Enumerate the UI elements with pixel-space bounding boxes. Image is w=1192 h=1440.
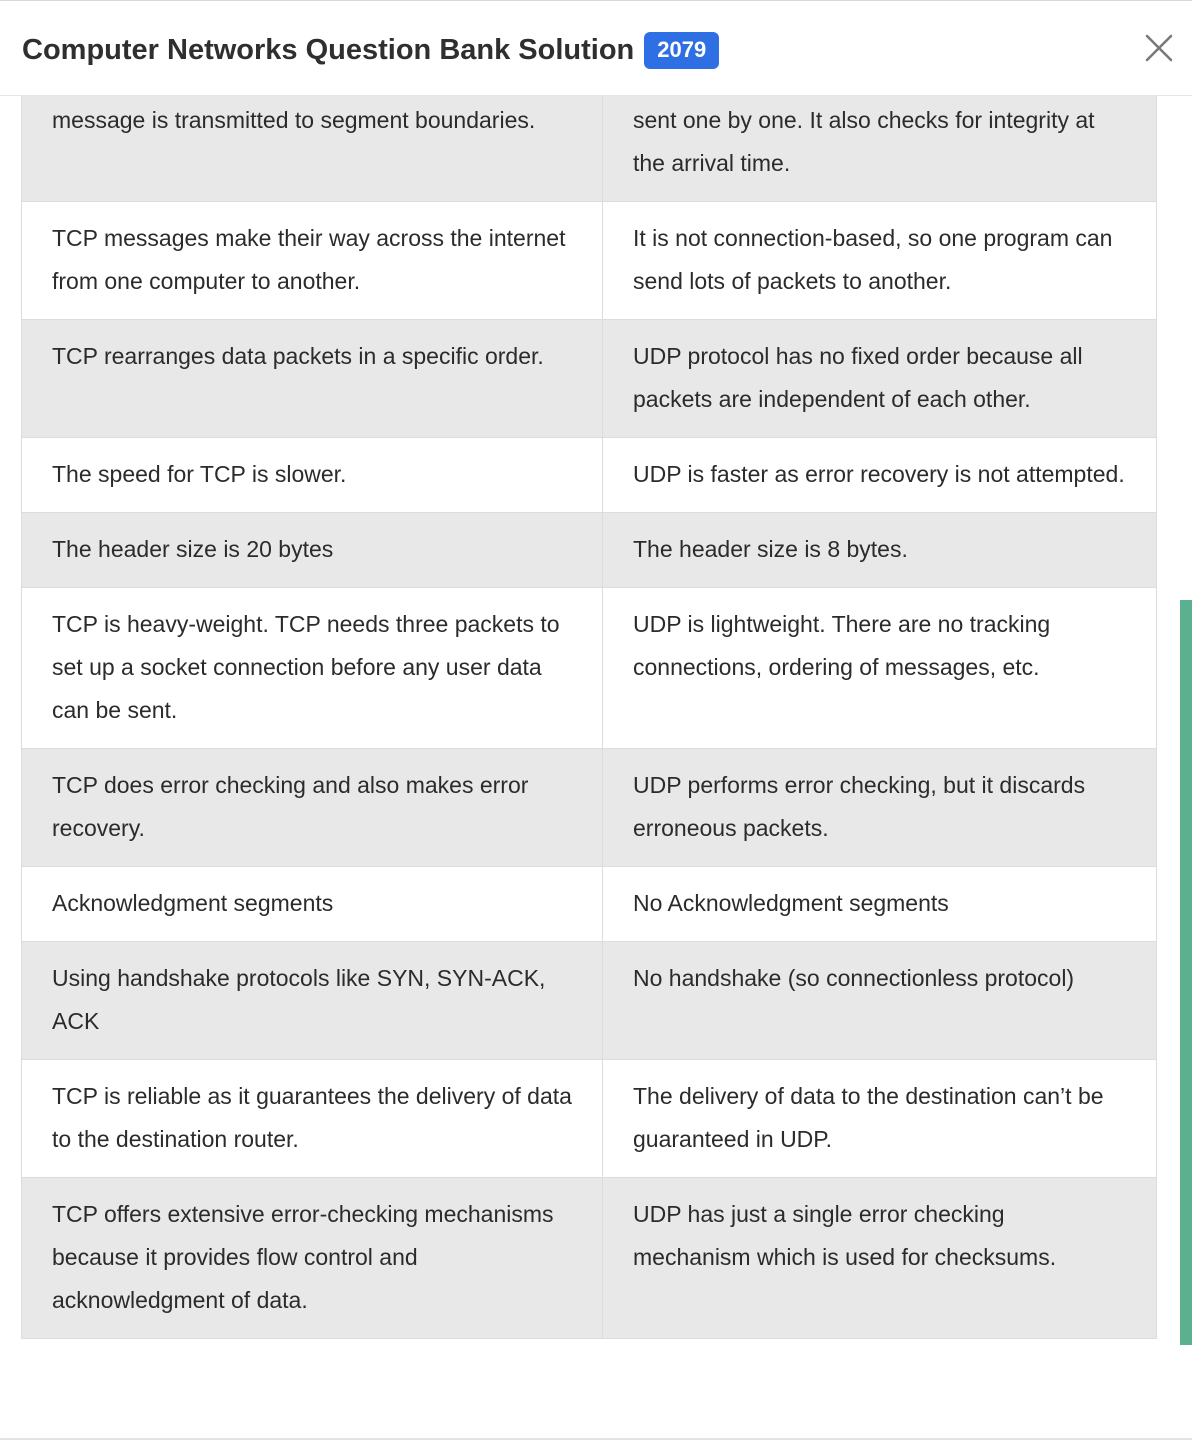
- tcp-cell: message is transmitted to segment bounda…: [21, 96, 603, 202]
- udp-cell: No Acknowledgment segments: [602, 866, 1157, 942]
- table-row: TCP is reliable as it guarantees the del…: [21, 1059, 1157, 1178]
- modal-body: message is transmitted to segment bounda…: [0, 96, 1192, 1440]
- udp-cell: UDP is lightweight. There are no trackin…: [602, 587, 1157, 749]
- tcp-cell: TCP rearranges data packets in a specifi…: [21, 319, 603, 438]
- udp-cell: The delivery of data to the destination …: [602, 1059, 1157, 1178]
- table-row: TCP offers extensive error-checking mech…: [21, 1177, 1157, 1339]
- table-row: Using handshake protocols like SYN, SYN-…: [21, 941, 1157, 1060]
- udp-cell: UDP performs error checking, but it disc…: [602, 748, 1157, 867]
- table-row: message is transmitted to segment bounda…: [21, 96, 1157, 202]
- close-button[interactable]: [1140, 29, 1178, 67]
- table-row: The speed for TCP is slower. UDP is fast…: [21, 437, 1157, 513]
- year-badge: 2079: [644, 32, 720, 69]
- tcp-cell: TCP offers extensive error-checking mech…: [21, 1177, 603, 1339]
- scrollbar-thumb[interactable]: [1180, 600, 1192, 1345]
- modal-title-text: Computer Networks Question Bank Solution: [22, 33, 635, 66]
- udp-cell: sent one by one. It also checks for inte…: [602, 96, 1157, 202]
- tcp-cell: The header size is 20 bytes: [21, 512, 603, 588]
- udp-cell: The header size is 8 bytes.: [602, 512, 1157, 588]
- tcp-cell: TCP is heavy-weight. TCP needs three pac…: [21, 587, 603, 749]
- tcp-cell: TCP messages make their way across the i…: [21, 201, 603, 320]
- table-row: TCP messages make their way across the i…: [21, 201, 1157, 320]
- table-row: Acknowledgment segments No Acknowledgmen…: [21, 866, 1157, 942]
- table-row: TCP rearranges data packets in a specifi…: [21, 319, 1157, 438]
- table-row: TCP is heavy-weight. TCP needs three pac…: [21, 587, 1157, 749]
- udp-cell: It is not connection-based, so one progr…: [602, 201, 1157, 320]
- udp-cell: UDP protocol has no fixed order because …: [602, 319, 1157, 438]
- tcp-cell: TCP does error checking and also makes e…: [21, 748, 603, 867]
- comparison-table-wrapper: message is transmitted to segment bounda…: [21, 96, 1157, 1339]
- udp-cell: UDP is faster as error recovery is not a…: [602, 437, 1157, 513]
- modal-title: Computer Networks Question Bank Solution…: [22, 31, 720, 69]
- close-icon: [1145, 34, 1173, 62]
- tcp-cell: The speed for TCP is slower.: [21, 437, 603, 513]
- udp-cell: UDP has just a single error checking mec…: [602, 1177, 1157, 1339]
- udp-cell: No handshake (so connectionless protocol…: [602, 941, 1157, 1060]
- table-row: TCP does error checking and also makes e…: [21, 748, 1157, 867]
- tcp-cell: Using handshake protocols like SYN, SYN-…: [21, 941, 603, 1060]
- tcp-cell: Acknowledgment segments: [21, 866, 603, 942]
- tcp-udp-comparison-table: message is transmitted to segment bounda…: [21, 96, 1157, 1339]
- modal-header: Computer Networks Question Bank Solution…: [0, 1, 1192, 96]
- table-row: The header size is 20 bytes The header s…: [21, 512, 1157, 588]
- footer-divider: [0, 1438, 1192, 1440]
- tcp-cell: TCP is reliable as it guarantees the del…: [21, 1059, 603, 1178]
